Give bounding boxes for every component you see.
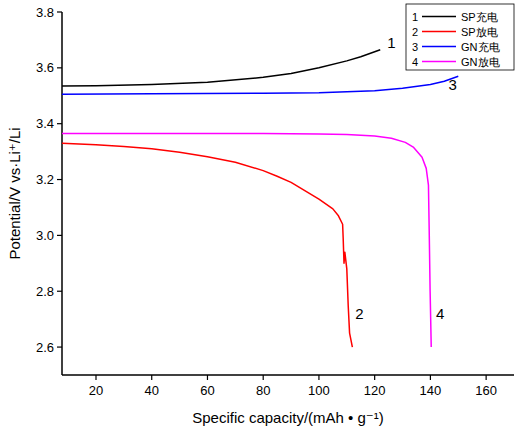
annotation: 1 <box>387 34 395 51</box>
legend-label: SP放电 <box>461 26 498 38</box>
x-tick-label: 140 <box>420 383 442 398</box>
y-tick-label: 2.6 <box>36 340 54 355</box>
x-axis-label: Specific capacity/(mAh • g⁻¹) <box>192 409 384 426</box>
legend-swatch <box>422 61 456 63</box>
series-line <box>62 133 431 347</box>
y-axis-label: Potential/V vs·Li⁺/Li <box>6 127 23 259</box>
y-axis <box>61 12 63 375</box>
x-tick-label: 160 <box>475 383 497 398</box>
y-tick <box>57 235 62 236</box>
y-tick-label: 3.8 <box>36 5 54 20</box>
legend <box>406 4 514 70</box>
x-tick <box>151 375 152 380</box>
x-tick-label: 120 <box>364 383 386 398</box>
x-tick-label: 80 <box>256 383 270 398</box>
legend-label: SP充电 <box>461 11 498 23</box>
x-tick <box>374 375 375 380</box>
legend-swatch <box>422 16 456 18</box>
series-line <box>62 76 458 94</box>
plot-area <box>62 50 458 347</box>
series-line <box>62 143 352 347</box>
legend-swatch <box>422 46 456 48</box>
legend-number: 3 <box>412 41 418 53</box>
x-tick <box>430 375 431 380</box>
y-tick <box>57 11 62 12</box>
x-axis <box>62 374 514 376</box>
legend-number: 1 <box>412 11 418 23</box>
x-tick <box>263 375 264 380</box>
y-tick-label: 3.0 <box>36 228 54 243</box>
legend-number: 4 <box>412 56 418 68</box>
x-tick <box>486 375 487 380</box>
x-tick <box>318 375 319 380</box>
y-tick-label: 3.4 <box>36 116 54 131</box>
legend-swatch <box>422 31 456 33</box>
chart: 20 40 60 80 100 120 140 160 2.6 2.8 3.0 3.2 3.4 3.6 3.… <box>0 0 526 438</box>
x-tick <box>207 375 208 380</box>
x-tick-label: 20 <box>89 383 103 398</box>
x-tick-label: 60 <box>200 383 214 398</box>
y-tick <box>57 123 62 124</box>
y-tick <box>57 67 62 68</box>
legend-label: GN放电 <box>461 56 500 68</box>
annotation: 4 <box>436 305 444 322</box>
x-tick-label: 40 <box>144 383 158 398</box>
x-tick <box>95 375 96 380</box>
annotation: 3 <box>449 76 457 93</box>
y-tick <box>57 291 62 292</box>
y-tick <box>57 179 62 180</box>
series-line <box>62 50 380 86</box>
legend-number: 2 <box>412 26 418 38</box>
y-tick-label: 3.2 <box>36 172 54 187</box>
legend-label: GN充电 <box>461 41 500 53</box>
y-tick-label: 3.6 <box>36 60 54 75</box>
y-tick <box>57 346 62 347</box>
y-tick-label: 2.8 <box>36 284 54 299</box>
annotation: 2 <box>355 305 363 322</box>
x-tick-label: 100 <box>308 383 330 398</box>
